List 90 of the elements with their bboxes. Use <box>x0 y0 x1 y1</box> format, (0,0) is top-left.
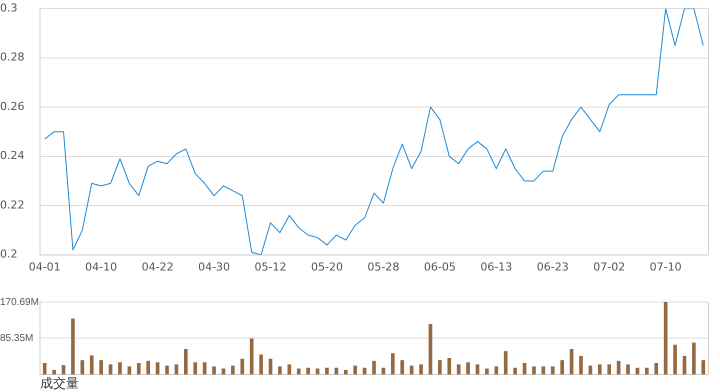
y-tick-label: 0.24 <box>0 149 24 162</box>
bar <box>456 364 461 374</box>
bar <box>306 368 310 374</box>
bar <box>128 366 132 374</box>
bar <box>494 366 498 374</box>
bar <box>636 368 640 374</box>
bar <box>325 368 329 374</box>
bar <box>156 362 160 374</box>
bar <box>645 368 649 374</box>
bar <box>202 362 206 374</box>
y-tick-label: 85.35M <box>0 332 34 344</box>
bar <box>165 366 169 374</box>
bar <box>118 362 122 374</box>
x-tick-label: 05-20 <box>310 260 343 274</box>
bar <box>231 366 235 374</box>
bar <box>136 363 141 374</box>
bar <box>400 360 404 374</box>
bar <box>410 366 414 374</box>
bar <box>570 349 574 374</box>
bar <box>80 360 84 374</box>
bar <box>71 318 75 374</box>
bar <box>193 362 198 374</box>
bar <box>579 356 583 374</box>
y-tick-label: 170.69M <box>0 296 39 308</box>
y-tick-label: 0.3 <box>0 1 18 14</box>
bar <box>316 368 320 374</box>
x-tick-label: 05-12 <box>254 260 286 274</box>
bar <box>268 358 272 374</box>
bar <box>62 365 66 374</box>
bar <box>296 368 301 374</box>
bar <box>532 366 536 374</box>
bar <box>108 364 112 374</box>
bar <box>485 368 489 374</box>
bar <box>240 358 244 374</box>
bar <box>664 302 668 374</box>
bar <box>542 366 546 374</box>
bar <box>174 364 178 374</box>
y-tick-label: 0.28 <box>0 50 24 64</box>
bar <box>278 366 282 374</box>
bar <box>466 362 470 374</box>
bar <box>334 368 338 374</box>
bar <box>598 364 602 374</box>
bar <box>522 363 526 374</box>
bar <box>146 360 150 374</box>
x-tick-label: 04-01 <box>28 260 61 274</box>
x-tick-label: 07-10 <box>650 260 682 274</box>
bar <box>607 364 612 374</box>
bar <box>222 368 226 374</box>
bar <box>250 338 254 374</box>
bar <box>673 344 677 374</box>
bar <box>382 368 386 374</box>
x-axis-title: 成交量 <box>40 376 79 392</box>
bar <box>682 356 686 374</box>
bar <box>513 368 517 374</box>
y-tick-label: 0.22 <box>0 198 24 212</box>
bar <box>372 360 376 374</box>
y-tick-label: 0.2 <box>0 248 18 261</box>
bar <box>476 364 480 374</box>
bar <box>447 358 452 374</box>
bar <box>212 366 216 374</box>
bar <box>560 360 564 374</box>
bar <box>362 368 366 374</box>
bar <box>42 363 47 374</box>
y-tick-label: 0.26 <box>0 100 24 113</box>
x-tick-label: 06-23 <box>536 260 569 274</box>
bar <box>438 360 442 374</box>
x-tick-label: 04-22 <box>142 260 174 274</box>
x-tick-label: 04-10 <box>85 260 118 274</box>
x-tick-label: 07-02 <box>593 260 626 274</box>
bar <box>692 342 696 374</box>
bar <box>550 366 555 374</box>
bar <box>654 363 658 374</box>
bar <box>616 360 620 374</box>
bar <box>626 364 630 374</box>
bar <box>90 355 94 374</box>
bar <box>353 366 358 374</box>
bar <box>287 364 292 374</box>
bar <box>701 360 706 374</box>
bar <box>504 351 508 374</box>
x-tick-label: 05-28 <box>367 260 400 274</box>
bar <box>428 324 432 374</box>
x-tick-label: 06-13 <box>480 260 512 274</box>
x-tick-label: 04-30 <box>198 260 230 274</box>
bar <box>259 354 263 374</box>
bar <box>588 366 592 374</box>
bar <box>390 353 395 374</box>
x-tick-label: 06-05 <box>424 260 456 274</box>
bar <box>184 349 188 374</box>
bar <box>99 360 103 374</box>
bar <box>419 364 423 374</box>
